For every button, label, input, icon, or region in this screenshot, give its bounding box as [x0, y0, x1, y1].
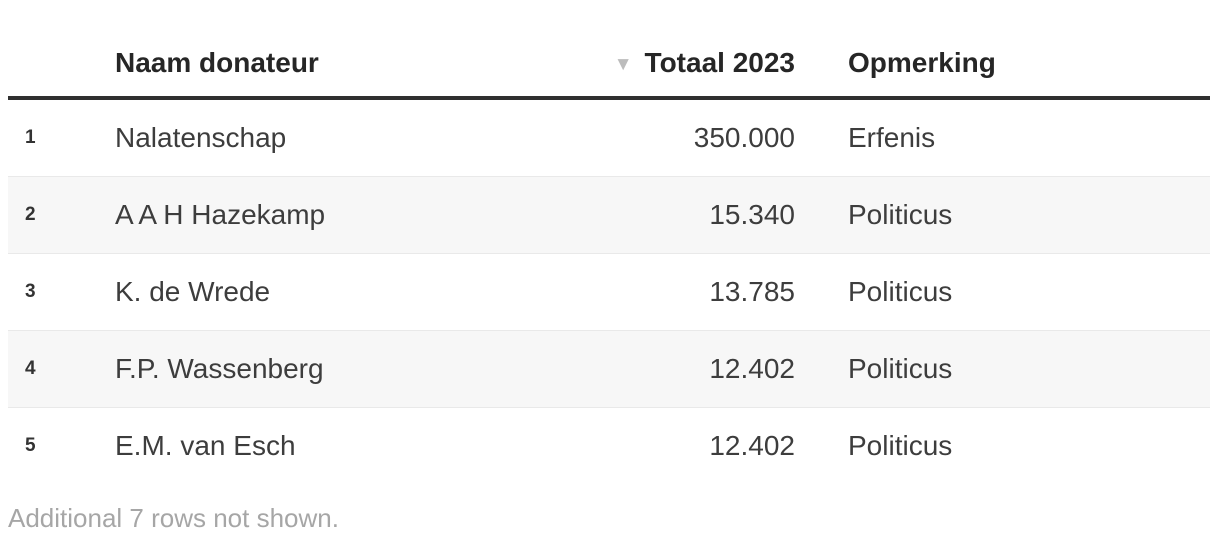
header-totaal-2023[interactable]: ▼ Totaal 2023 [585, 47, 795, 79]
row-index: 1 [25, 127, 36, 148]
donor-name: A A H Hazekamp [115, 199, 326, 230]
donor-remark: Politicus [848, 430, 953, 461]
rows-not-shown-note: Additional 7 rows not shown. [8, 503, 339, 533]
row-index: 3 [25, 281, 36, 302]
donor-name: E.M. van Esch [115, 430, 296, 461]
table-header-row: Naam donateur ▼ Totaal 2023 Opmerking [8, 30, 1210, 100]
header-totaal-2023-label: Totaal 2023 [644, 47, 795, 78]
table-row: 3 K. de Wrede 13.785 Politicus [8, 253, 1210, 330]
header-opmerking[interactable]: Opmerking [848, 47, 996, 78]
row-index: 2 [25, 204, 36, 225]
row-index: 5 [25, 435, 36, 456]
table-row: 5 E.M. van Esch 12.402 Politicus [8, 407, 1210, 484]
donor-remark: Erfenis [848, 122, 936, 153]
donor-name: Nalatenschap [115, 122, 287, 153]
donor-total-2023: 13.785 [709, 276, 795, 307]
sort-descending-icon: ▼ [613, 54, 633, 75]
table-row: 1 Nalatenschap 350.000 Erfenis [8, 100, 1210, 176]
header-naam-donateur[interactable]: Naam donateur [115, 47, 319, 78]
table-body: 1 Nalatenschap 350.000 Erfenis 2 A A H H… [8, 100, 1210, 484]
row-index: 4 [25, 358, 36, 379]
donor-remark: Politicus [848, 199, 953, 230]
donor-name: K. de Wrede [115, 276, 271, 307]
donor-name: F.P. Wassenberg [115, 353, 324, 384]
table-row: 4 F.P. Wassenberg 12.402 Politicus [8, 330, 1210, 407]
donor-remark: Politicus [848, 353, 953, 384]
donor-table: Naam donateur ▼ Totaal 2023 Opmerking 1 N… [8, 30, 1210, 534]
donor-total-2023: 350.000 [693, 122, 795, 153]
donor-total-2023: 12.402 [709, 430, 795, 461]
donor-total-2023: 12.402 [709, 353, 795, 384]
donor-total-2023: 15.340 [709, 199, 795, 230]
donor-remark: Politicus [848, 276, 953, 307]
table-row: 2 A A H Hazekamp 15.340 Politicus [8, 176, 1210, 253]
